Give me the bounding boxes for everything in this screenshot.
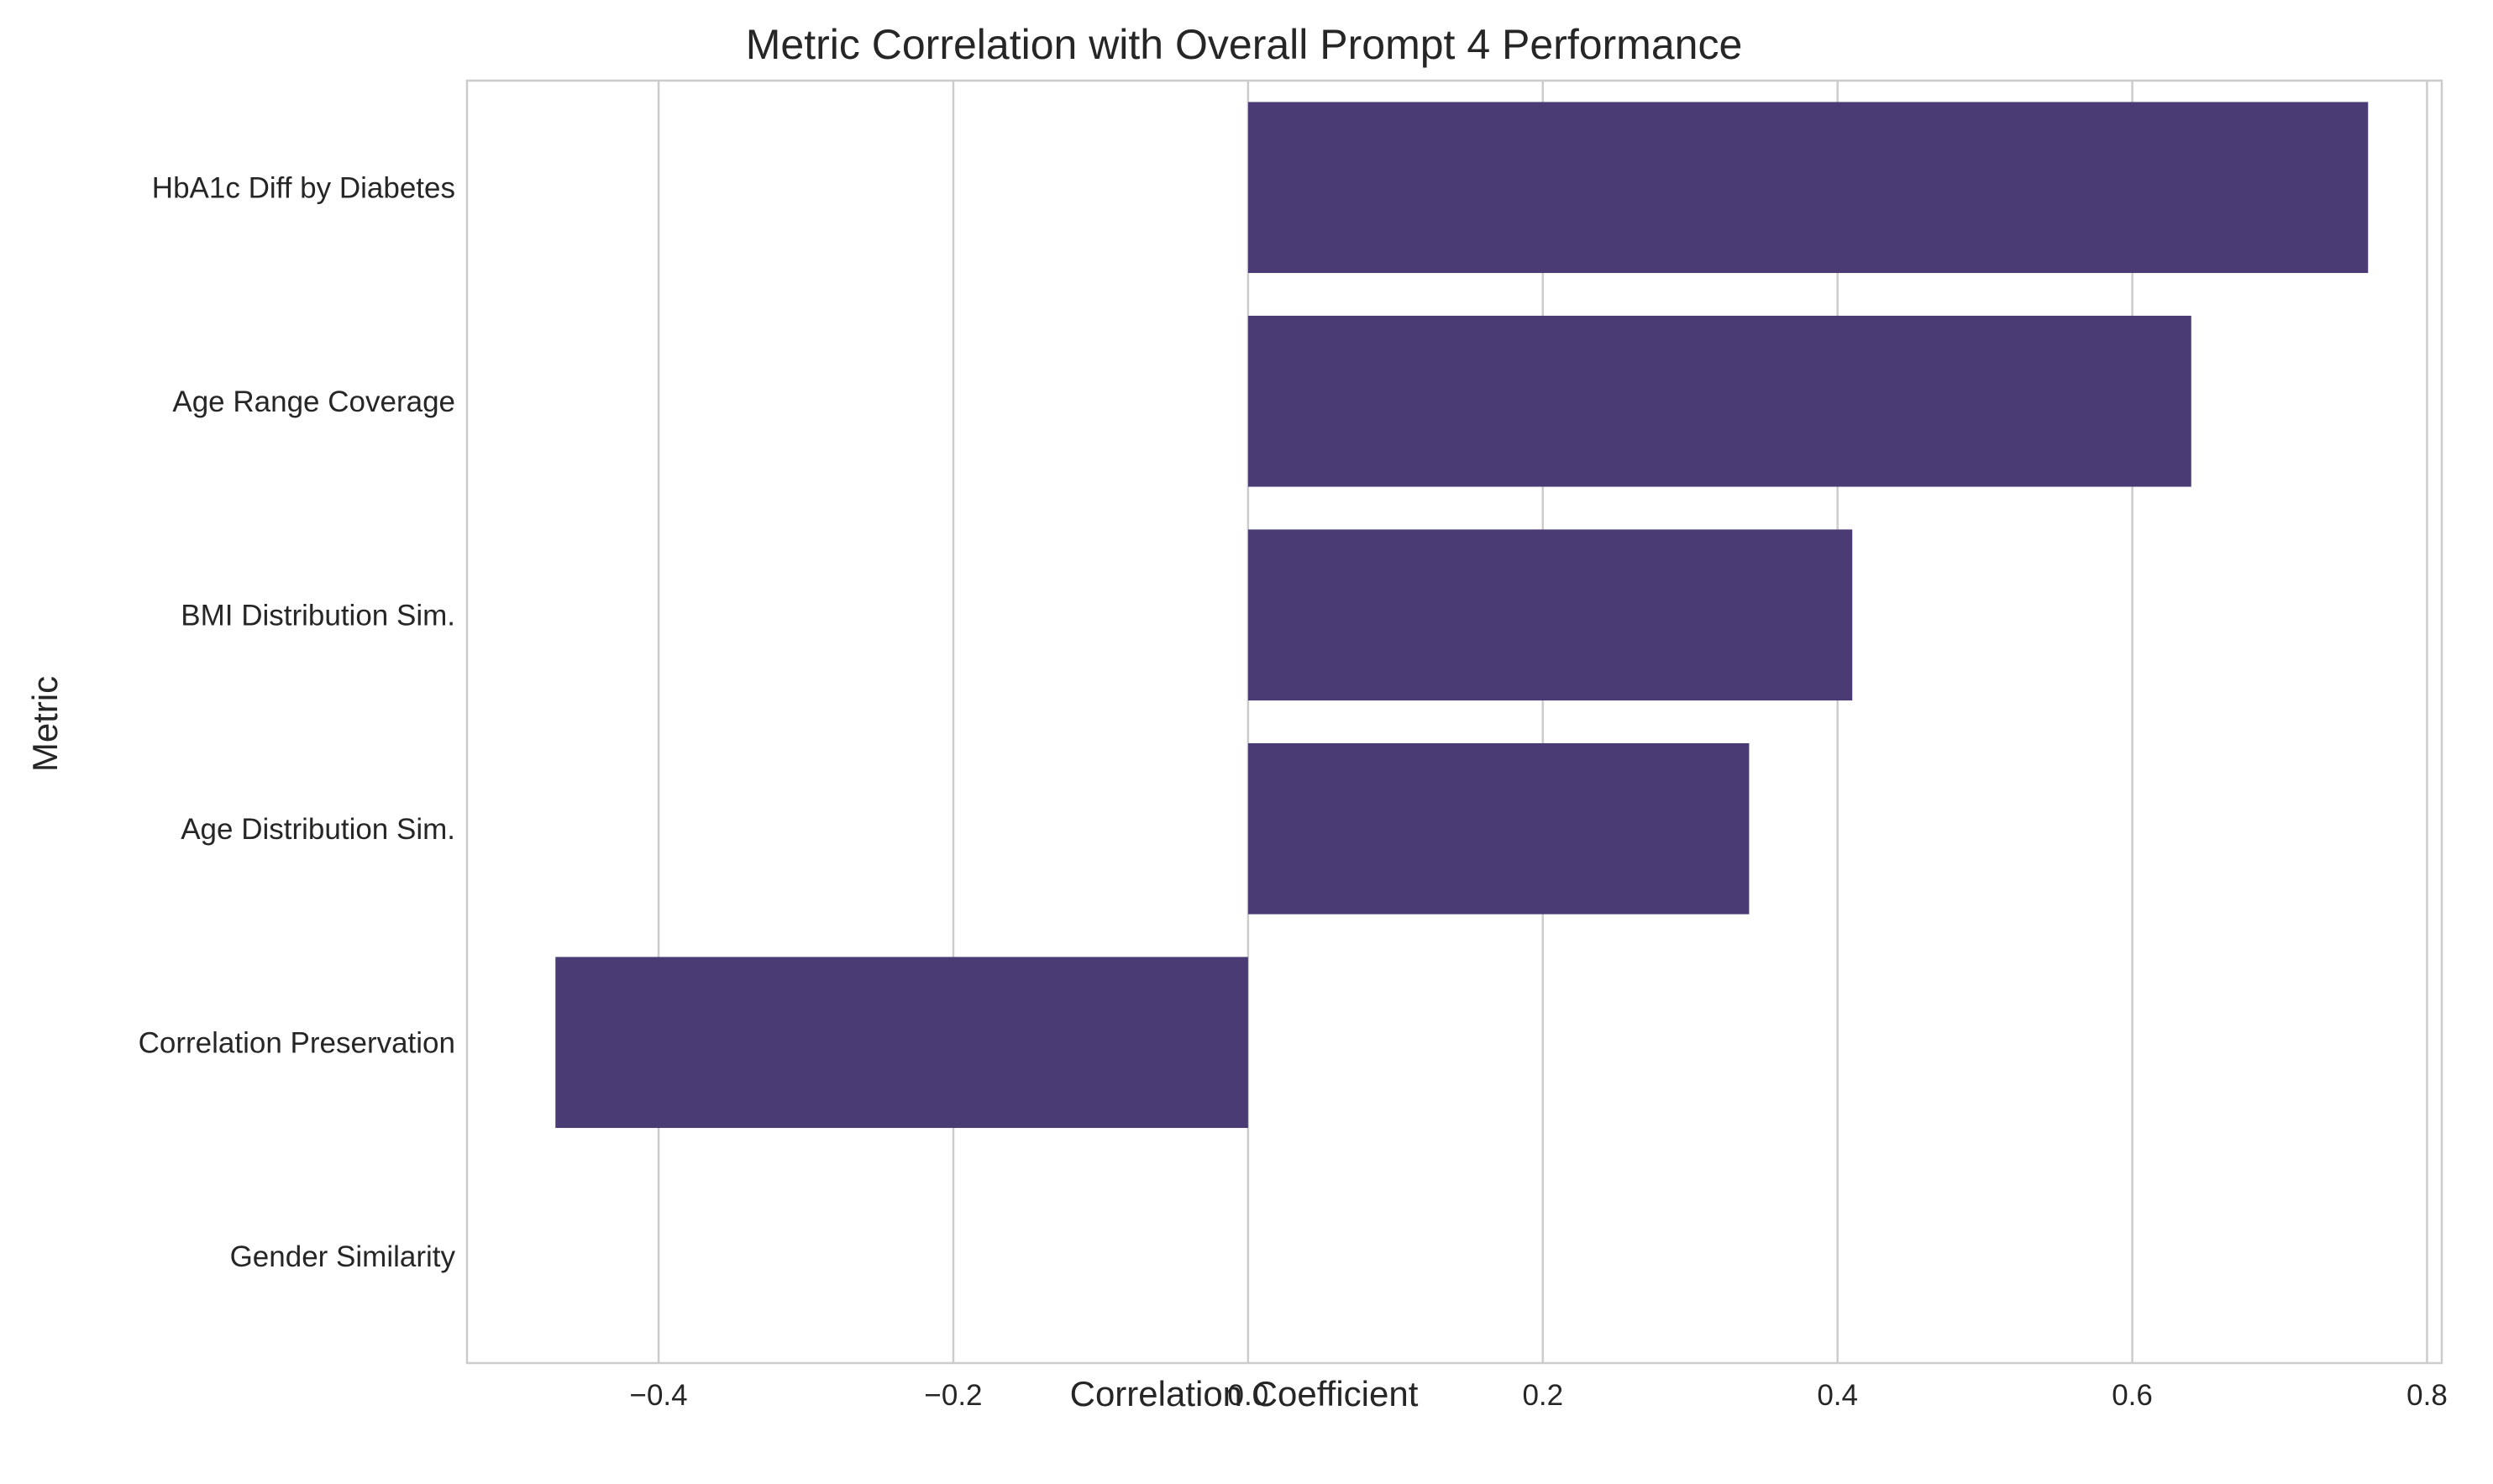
y-tick-label: BMI Distribution Sim.: [181, 599, 455, 632]
y-tick-label: Correlation Preservation: [139, 1026, 455, 1059]
x-tick-label: −0.4: [630, 1379, 688, 1412]
bar: [555, 957, 1248, 1129]
y-tick-labels: HbA1c Diff by Diabetes Age Range Coverage…: [139, 171, 456, 1273]
x-tick-label: 0.6: [2112, 1379, 2153, 1412]
x-tick-label: 0.8: [2406, 1379, 2448, 1412]
x-tick-label: 0.2: [1522, 1379, 1563, 1412]
plot-frame: [465, 79, 2443, 1365]
x-tick-label: 0.0: [1228, 1379, 1269, 1412]
bar: [1247, 529, 1853, 701]
y-tick-label: Gender Similarity: [230, 1240, 456, 1273]
y-tick-label: HbA1c Diff by Diabetes: [152, 171, 455, 204]
y-tick-label: Age Distribution Sim.: [181, 813, 455, 846]
x-tick-label: 0.4: [1817, 1379, 1858, 1412]
bars: [555, 102, 2369, 1129]
grid-lines: [657, 81, 2428, 1363]
y-tick-label: Age Range Coverage: [172, 385, 455, 418]
x-tick-label: −0.2: [924, 1379, 982, 1412]
x-tick-labels: −0.4 −0.2 0.0 0.2 0.4 0.6 0.8: [630, 1379, 2448, 1412]
chart-title: Metric Correlation with Overall Prompt 4…: [746, 21, 1743, 68]
x-axis-label: Correlation Coefficient: [1070, 1374, 1419, 1413]
bar: [1247, 315, 2191, 487]
bar: [1247, 102, 2369, 274]
y-axis-label: Metric: [25, 676, 65, 772]
bar: [1247, 742, 1750, 915]
